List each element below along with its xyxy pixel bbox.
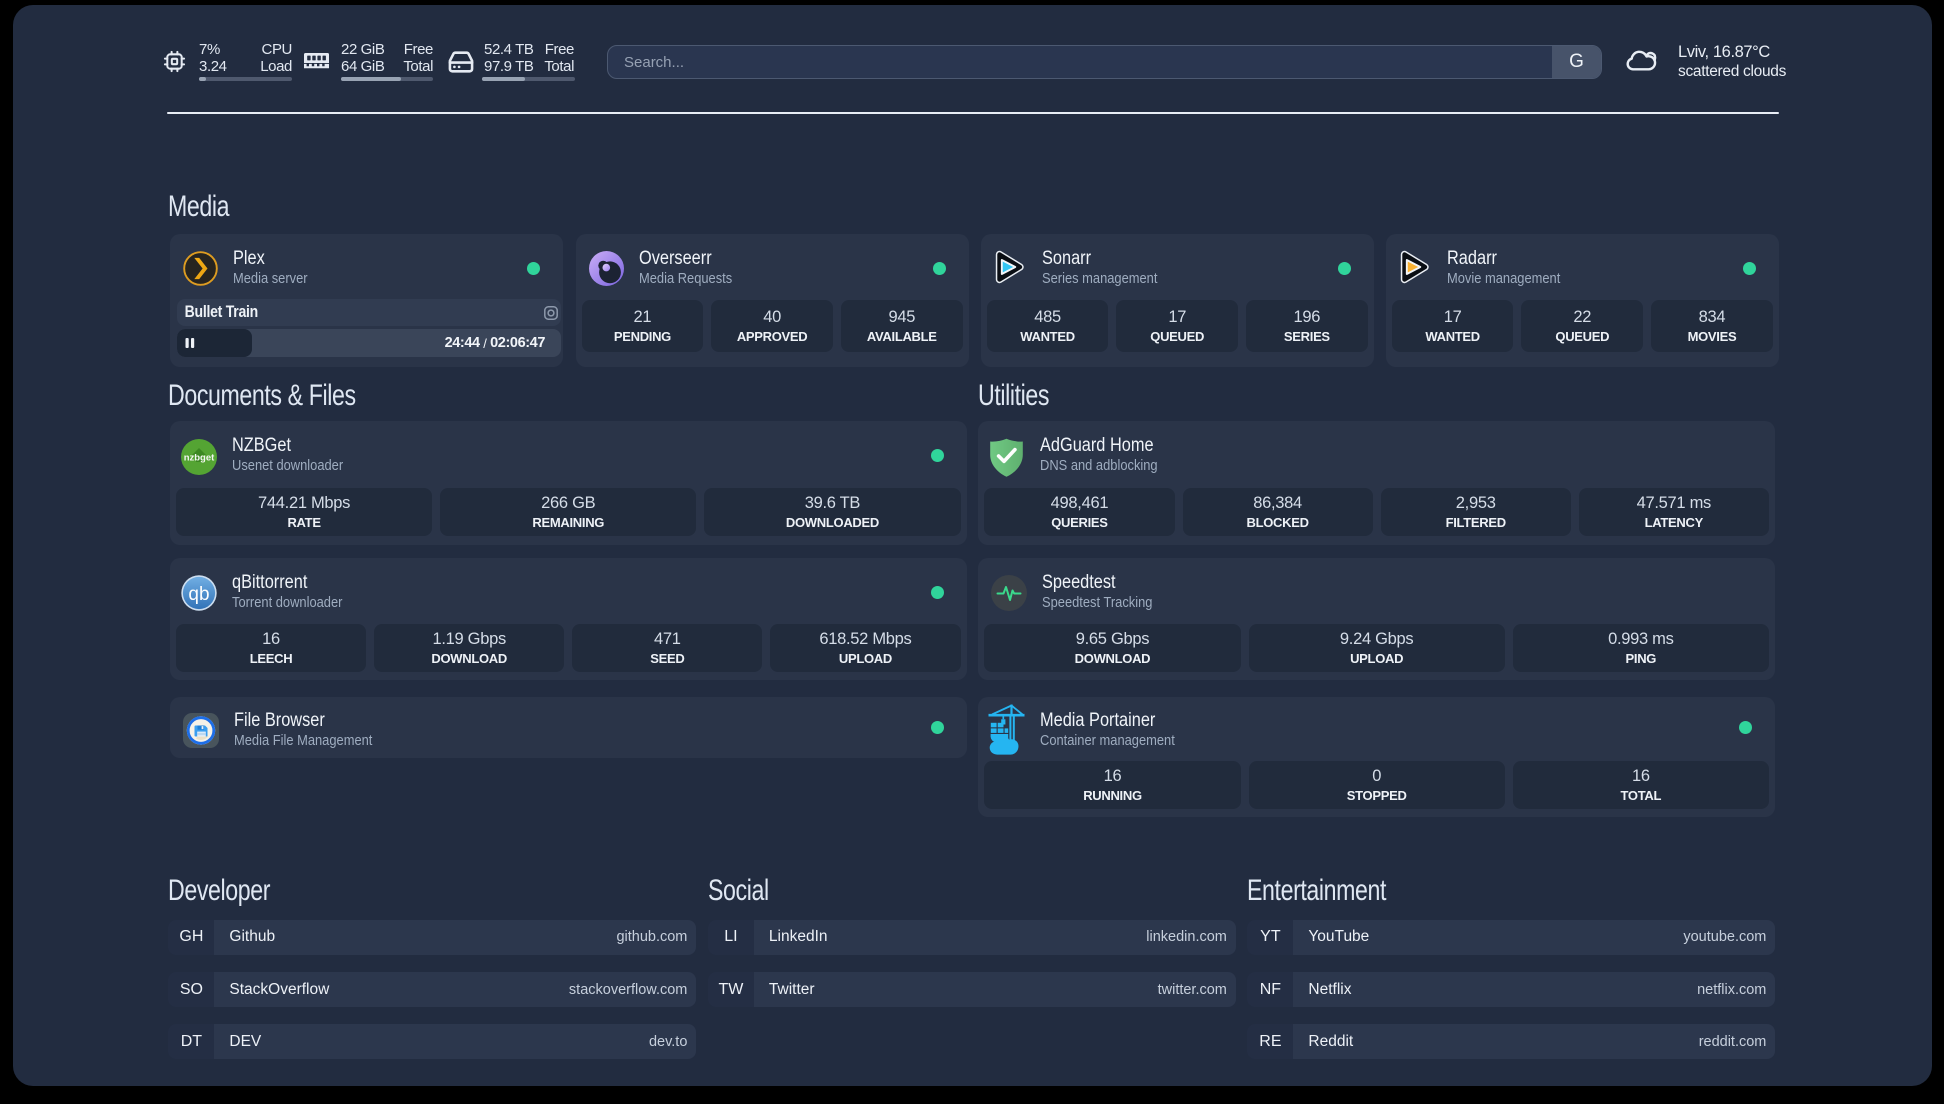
svg-text:nzbget: nzbget (184, 453, 215, 464)
svg-text:qb: qb (188, 584, 209, 605)
